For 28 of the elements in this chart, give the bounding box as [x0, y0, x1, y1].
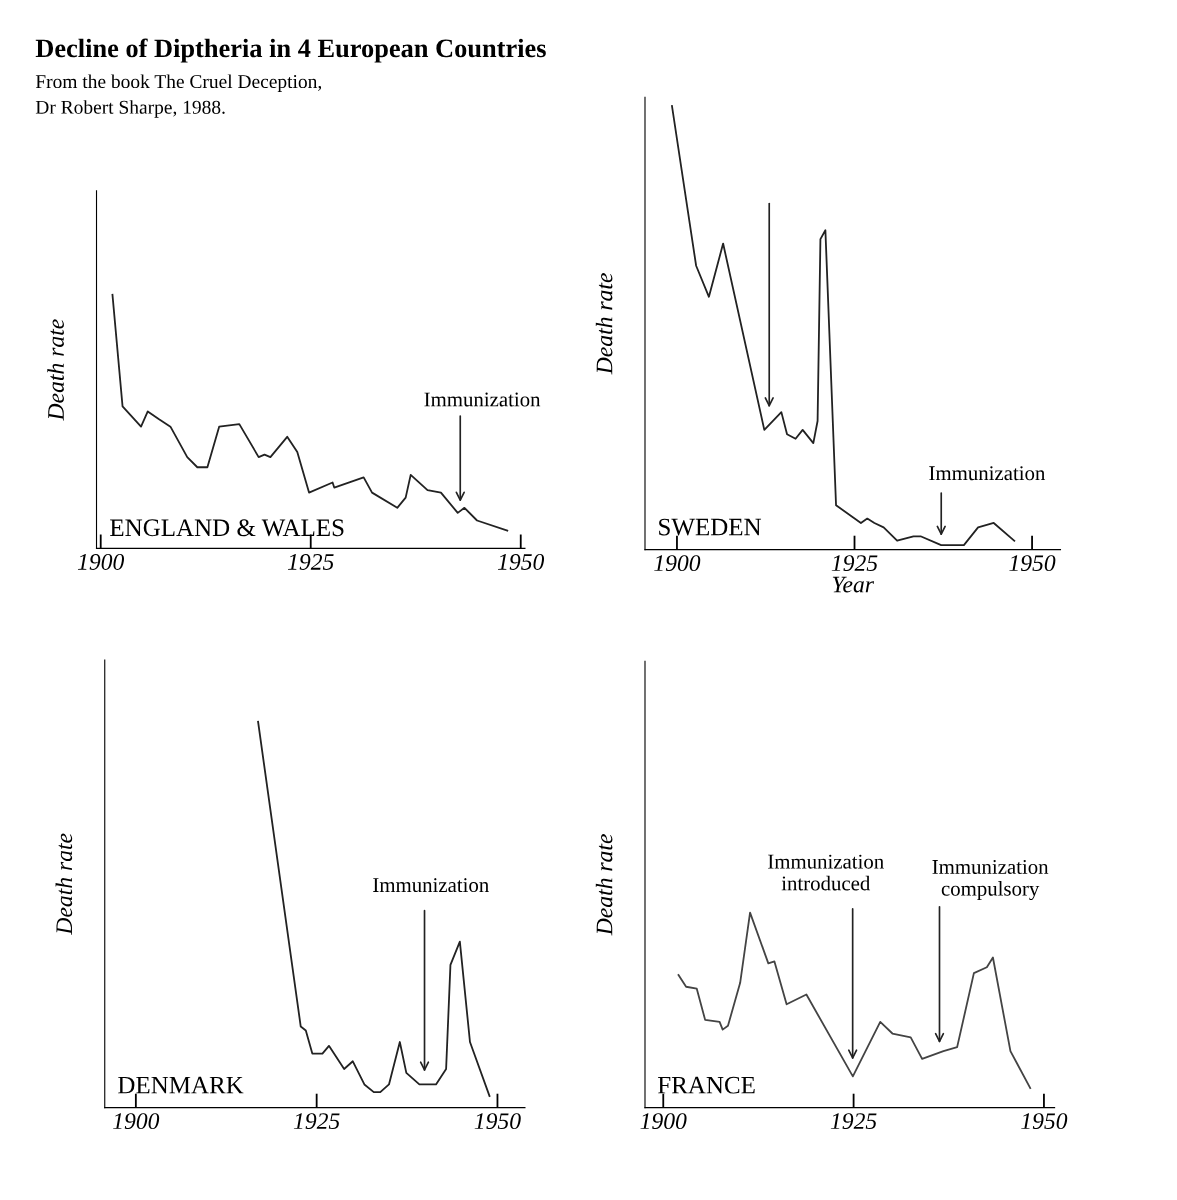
x-tick-label: 1900 [640, 1113, 687, 1130]
y-axis-title: Death rate [595, 834, 613, 936]
annotation: DENMARK [118, 1076, 244, 1094]
annotation: Immunization [929, 466, 1046, 481]
x-tick-label: 1950 [497, 553, 545, 570]
chart-subtitle: From the book The Cruel Deception, Dr Robert Sharpe, 1988. [35, 74, 322, 118]
text: Immunization introduced [768, 854, 884, 891]
x-tick-label: 1950 [1021, 1113, 1068, 1130]
x-tick-label: 1925 [293, 1113, 340, 1130]
y-axis-title: Death rate [595, 273, 613, 375]
y-axis-title: Death rate [47, 319, 64, 421]
x-tick-label: 1950 [474, 1113, 521, 1130]
x-tick-label: 1925 [830, 1113, 877, 1130]
x-tick-label: 1950 [1009, 555, 1056, 572]
annotation: Immunization [373, 878, 489, 893]
annotation: FRANCE [658, 1076, 755, 1094]
x-axis-title: Year [832, 576, 875, 593]
x-tick-label: 1900 [77, 553, 125, 570]
y-axis-title: Death rate [55, 833, 73, 935]
x-tick-label: 1900 [113, 1113, 160, 1130]
x-tick-label: 1925 [831, 555, 878, 572]
x-tick-label: 1925 [287, 554, 334, 570]
chart-title: Decline of Diptheria in 4 European Countries [35, 38, 546, 63]
text: Immunization compulsory [932, 859, 1049, 901]
annotation: ENGLAND & WALES [110, 519, 344, 537]
annotation: SWEDEN [659, 518, 762, 536]
annotation: Immunization [424, 392, 541, 407]
x-tick-label: 1900 [654, 555, 701, 572]
